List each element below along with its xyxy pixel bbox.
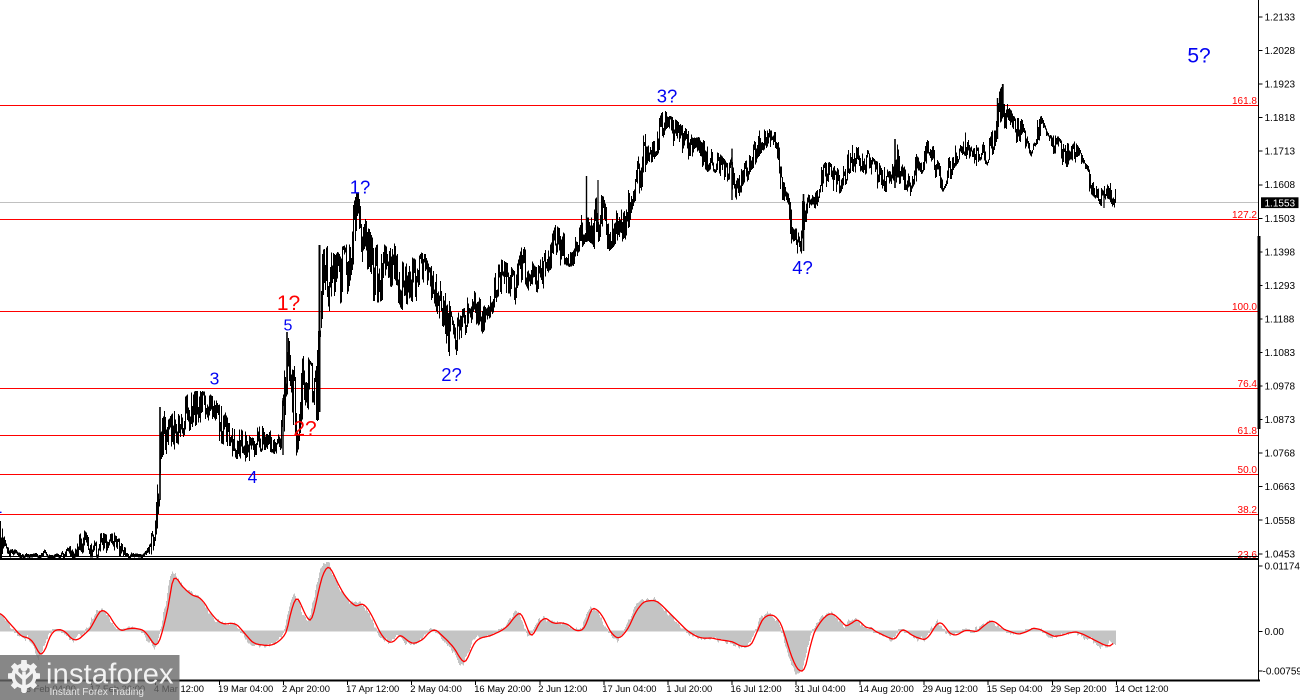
svg-text:1.0873: 1.0873	[1265, 415, 1296, 426]
svg-text:instaforex: instaforex	[46, 659, 174, 691]
svg-text:17 Jun 04:00: 17 Jun 04:00	[602, 683, 656, 694]
svg-text:16 May 20:00: 16 May 20:00	[474, 683, 531, 694]
svg-text:1?: 1?	[350, 177, 371, 198]
svg-text:3: 3	[210, 369, 220, 389]
svg-text:-0.00759: -0.00759	[1263, 667, 1300, 678]
svg-text:1.1293: 1.1293	[1265, 281, 1296, 292]
svg-text:29 Sep 20:00: 29 Sep 20:00	[1051, 683, 1107, 694]
svg-text:0.00: 0.00	[1265, 627, 1285, 638]
svg-text:38.2: 38.2	[1238, 505, 1258, 516]
svg-text:1.1818: 1.1818	[1265, 113, 1296, 124]
svg-text:1.0558: 1.0558	[1265, 516, 1296, 527]
svg-text:1.1503: 1.1503	[1265, 214, 1296, 225]
svg-text:16 Jul 12:00: 16 Jul 12:00	[731, 683, 782, 694]
svg-text:1.1713: 1.1713	[1265, 147, 1296, 158]
svg-text:2?: 2?	[441, 364, 462, 385]
svg-text:19 Mar 04:00: 19 Mar 04:00	[218, 683, 273, 694]
svg-text:61.8: 61.8	[1238, 426, 1258, 437]
svg-text:1.1188: 1.1188	[1265, 314, 1295, 325]
svg-text:1 Jul 20:00: 1 Jul 20:00	[666, 683, 712, 694]
svg-text:1.1083: 1.1083	[1265, 348, 1296, 359]
svg-text:1.0663: 1.0663	[1265, 482, 1296, 493]
svg-text:2 Apr 20:00: 2 Apr 20:00	[282, 683, 330, 694]
svg-text:1.0453: 1.0453	[1265, 549, 1296, 560]
svg-text:2 Jun 12:00: 2 Jun 12:00	[538, 683, 587, 694]
svg-text:1.0978: 1.0978	[1265, 382, 1296, 393]
svg-text:14 Aug 20:00: 14 Aug 20:00	[859, 683, 914, 694]
svg-text:1.1923: 1.1923	[1265, 80, 1296, 91]
svg-text:50.0: 50.0	[1238, 465, 1258, 476]
svg-text:29 Aug 12:00: 29 Aug 12:00	[923, 683, 978, 694]
svg-text:5?: 5?	[1187, 45, 1210, 68]
svg-text:1.2028: 1.2028	[1265, 46, 1296, 57]
svg-text:Instant Forex Trading: Instant Forex Trading	[50, 687, 145, 698]
svg-text:14 Oct 12:00: 14 Oct 12:00	[1115, 683, 1169, 694]
svg-text:1: 1	[0, 497, 2, 517]
svg-text:15 Sep 04:00: 15 Sep 04:00	[987, 683, 1043, 694]
svg-text:2?: 2?	[293, 418, 316, 441]
svg-text:1.2133: 1.2133	[1265, 13, 1296, 24]
svg-text:4: 4	[248, 467, 258, 487]
svg-text:2 May 04:00: 2 May 04:00	[410, 683, 462, 694]
svg-text:3?: 3?	[657, 86, 678, 107]
svg-text:17 Apr 12:00: 17 Apr 12:00	[346, 683, 399, 694]
svg-text:1?: 1?	[277, 292, 300, 315]
svg-text:23.6: 23.6	[1238, 550, 1258, 561]
svg-text:1.0768: 1.0768	[1265, 449, 1296, 460]
svg-text:1.1553: 1.1553	[1265, 198, 1296, 209]
svg-text:4?: 4?	[792, 257, 813, 278]
svg-text:0.01174: 0.01174	[1265, 562, 1300, 573]
svg-text:161.8: 161.8	[1232, 96, 1257, 107]
svg-text:76.4: 76.4	[1238, 379, 1258, 390]
svg-text:100.0: 100.0	[1232, 302, 1257, 313]
svg-text:1.1398: 1.1398	[1265, 247, 1296, 258]
svg-text:1.1608: 1.1608	[1265, 180, 1296, 191]
svg-text:127.2: 127.2	[1232, 210, 1257, 221]
svg-text:31 Jul 04:00: 31 Jul 04:00	[795, 683, 846, 694]
svg-text:5: 5	[284, 318, 293, 335]
